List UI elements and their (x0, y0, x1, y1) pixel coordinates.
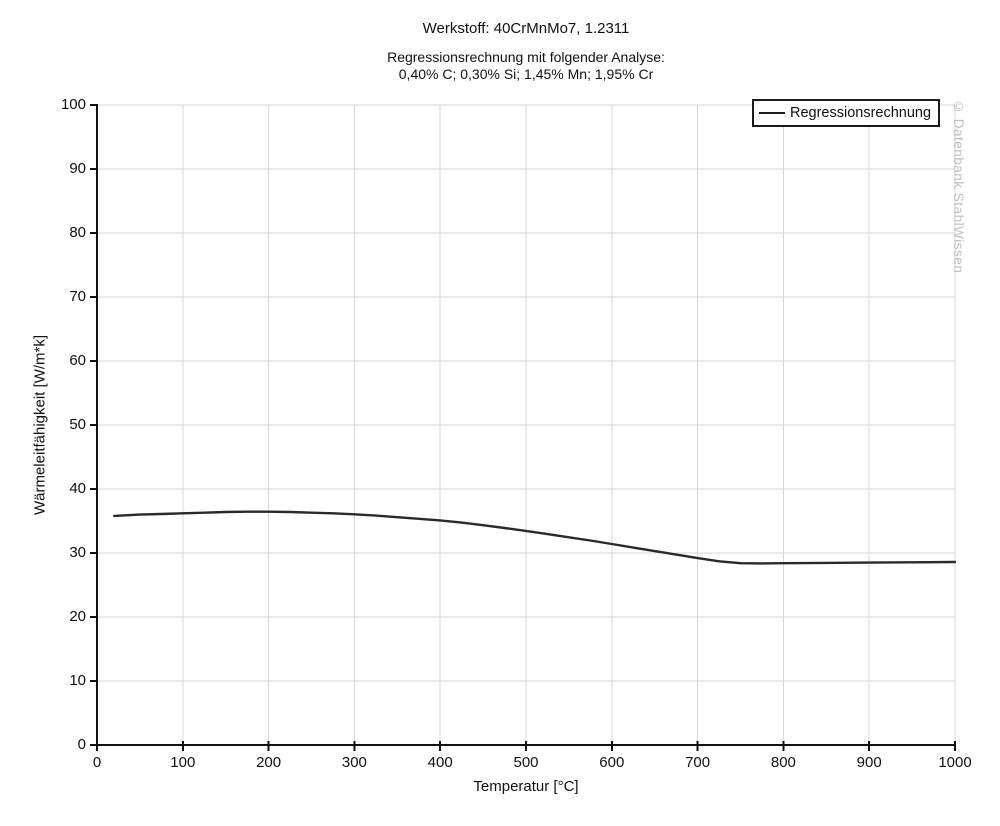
y-tick-label: 40 (69, 480, 86, 497)
x-tick-label: 900 (856, 754, 882, 771)
chart-subtitle: Regressionsrechnung mit folgender Analys… (97, 49, 955, 83)
y-tick-label: 20 (69, 608, 86, 625)
subtitle-line-2: 0,40% C; 0,30% Si; 1,45% Mn; 1,95% Cr (398, 66, 654, 82)
legend: Regressionsrechnung (752, 99, 941, 127)
page-title: Werkstoff: 40CrMnMo7, 1.2311 (422, 20, 630, 37)
y-tick-label: 80 (69, 224, 86, 241)
x-tick-label: 800 (770, 754, 796, 771)
y-tick-label: 50 (69, 416, 86, 433)
x-axis-title: Temperatur [°C] (473, 778, 579, 795)
x-tick-label: 700 (685, 754, 711, 771)
x-tick-label: 400 (427, 754, 453, 771)
y-tick-label: 90 (69, 160, 86, 177)
x-tick-label: 300 (341, 754, 367, 771)
x-tick-label: 200 (256, 754, 282, 771)
y-tick-label: 0 (77, 736, 86, 753)
watermark: © Datenbank StahlWissen (951, 99, 966, 274)
plot-canvas (90, 104, 957, 751)
series-line (113, 510, 957, 565)
y-tick-label: 70 (69, 288, 86, 305)
y-axis-title: Wärmeleitfähigkeit [W/m*k] (31, 334, 49, 516)
x-tick-label: 1000 (938, 754, 972, 771)
legend-label: Regressionsrechnung (790, 105, 932, 121)
x-tick-label: 600 (599, 754, 625, 771)
subtitle-line-1: Regressionsrechnung mit folgender Analys… (387, 49, 665, 65)
legend-line-sample-icon (759, 112, 785, 114)
plot-area (90, 104, 957, 751)
y-tick-label: 60 (69, 352, 86, 369)
y-tick-label: 100 (60, 96, 86, 113)
x-tick-label: 0 (92, 754, 102, 771)
y-tick-label: 10 (69, 672, 86, 689)
x-tick-label: 100 (170, 754, 196, 771)
y-tick-label: 30 (69, 544, 86, 561)
x-tick-label: 500 (513, 754, 539, 771)
